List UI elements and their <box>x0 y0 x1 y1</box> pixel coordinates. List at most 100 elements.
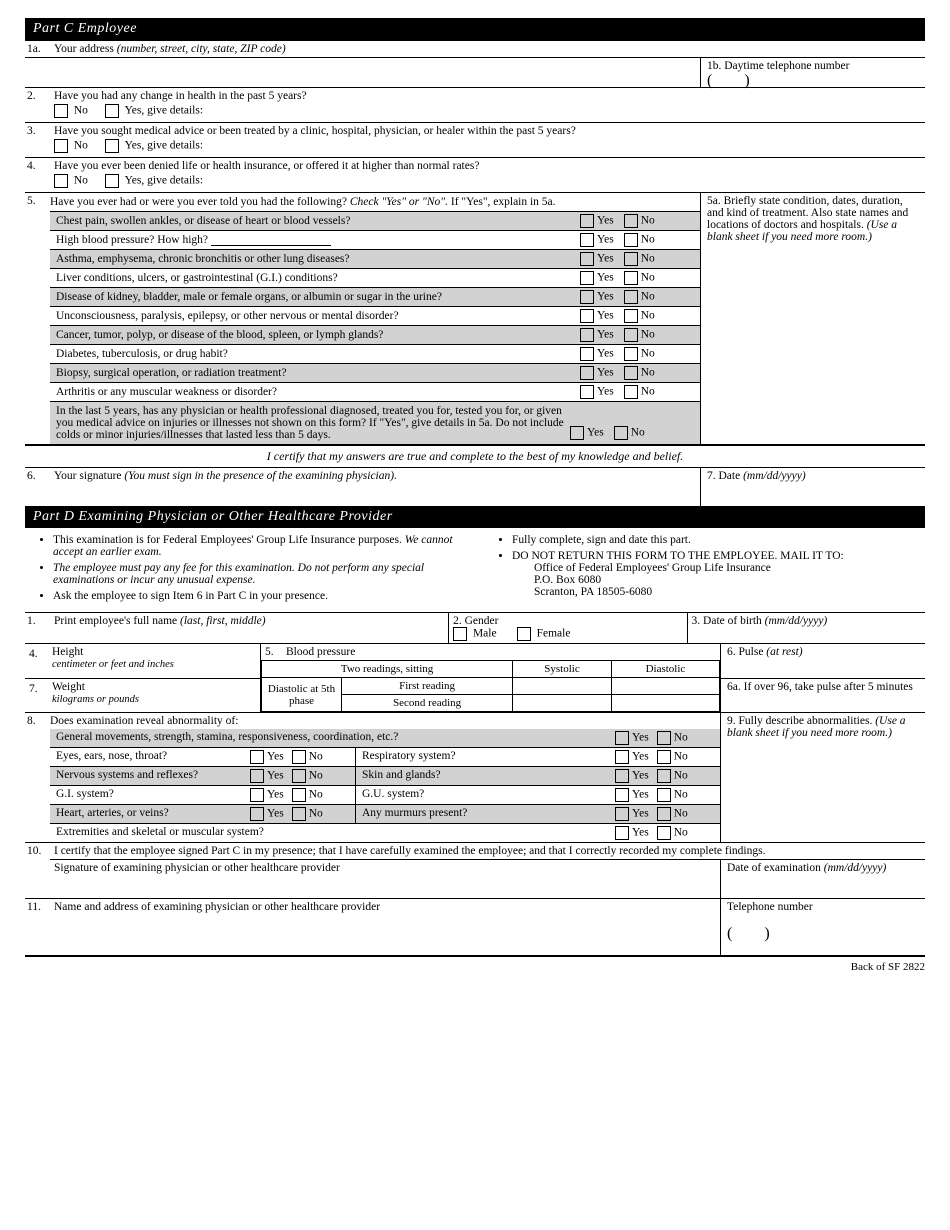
d6a-label: If over 96, take pulse after 5 minutes <box>744 681 913 693</box>
cond-0-no[interactable] <box>624 214 638 228</box>
exr2-no[interactable] <box>657 788 671 802</box>
cond-6-yes[interactable] <box>580 328 594 342</box>
d9-field[interactable]: 9. Fully describe abnormalities. (Use a … <box>720 713 925 842</box>
cond-8-yes[interactable] <box>580 366 594 380</box>
cond-1-text: High blood pressure? How high? <box>50 232 580 248</box>
cond-5-no[interactable] <box>624 309 638 323</box>
d5-num: 5. <box>261 644 286 660</box>
ex-r3: Any murmurs present? <box>355 805 615 823</box>
q3-yes-cb[interactable] <box>105 139 119 153</box>
ex-l3: G.I. system? <box>50 786 250 804</box>
exl2-yes[interactable] <box>250 769 264 783</box>
cond-4-no[interactable] <box>624 290 638 304</box>
exr3-no[interactable] <box>657 807 671 821</box>
cond-6-no[interactable] <box>624 328 638 342</box>
cond-8-text: Biopsy, surgical operation, or radiation… <box>50 365 580 381</box>
q1a-num: 1a. <box>25 41 50 57</box>
bp-di2[interactable] <box>611 695 719 712</box>
d2-f: Female <box>537 628 571 640</box>
exl2-no[interactable] <box>292 769 306 783</box>
d8-num: 8. <box>25 713 50 842</box>
exr1-no[interactable] <box>657 769 671 783</box>
cond-2-no[interactable] <box>624 252 638 266</box>
gender-female-cb[interactable] <box>517 627 531 641</box>
q3-no-cb[interactable] <box>54 139 68 153</box>
exl4-yes[interactable] <box>250 807 264 821</box>
cond-last-no[interactable] <box>614 426 628 440</box>
d11-tel-field[interactable]: Telephone number ( ) <box>720 899 925 955</box>
d9-num: 9. <box>727 715 736 727</box>
d2-m: Male <box>473 628 497 640</box>
exr1-yes[interactable] <box>615 769 629 783</box>
d11-field[interactable]: Name and address of examining physician … <box>50 899 720 955</box>
exl3-yes[interactable] <box>250 788 264 802</box>
cond-9-no[interactable] <box>624 385 638 399</box>
q6-field[interactable]: Your signature (You must sign in the pre… <box>50 468 700 506</box>
dl-2: Ask the employee to sign Item 6 in Part … <box>53 590 474 602</box>
exl1-no[interactable] <box>292 750 306 764</box>
bp-sy2[interactable] <box>513 695 612 712</box>
exl4-no[interactable] <box>292 807 306 821</box>
d1-hint: (last, first, middle) <box>180 615 266 627</box>
exl0-no[interactable] <box>657 731 671 745</box>
bp-sy1[interactable] <box>513 678 612 695</box>
q4-yes-cb[interactable] <box>105 174 119 188</box>
d4-field[interactable]: Height centimeter or feet and inches <box>52 646 174 676</box>
exl5-no[interactable] <box>657 826 671 840</box>
footer: Back of SF 2822 <box>25 957 925 973</box>
cond-7-no[interactable] <box>624 347 638 361</box>
d3-field[interactable]: 3. Date of birth (mm/dd/yyyy) <box>687 613 925 643</box>
d10-label: I certify that the employee signed Part … <box>50 843 925 859</box>
q4-label: Have you ever been denied life or health… <box>54 160 921 172</box>
d1-num: 1. <box>25 613 50 643</box>
d4-sub: centimeter or feet and inches <box>52 659 174 670</box>
ex-l0: General movements, strength, stamina, re… <box>50 729 615 747</box>
d3-hint: (mm/dd/yyyy) <box>765 615 828 627</box>
exl3-no[interactable] <box>292 788 306 802</box>
exr0-yes[interactable] <box>615 750 629 764</box>
bp-di1[interactable] <box>611 678 719 695</box>
cond-1-no[interactable] <box>624 233 638 247</box>
exr2-yes[interactable] <box>615 788 629 802</box>
q2-num: 2. <box>25 88 50 122</box>
exl1-yes[interactable] <box>250 750 264 764</box>
q1a-field[interactable] <box>25 58 700 87</box>
d6a-field[interactable]: 6a. If over 96, take pulse after 5 minut… <box>721 679 925 713</box>
cond-9-yes[interactable] <box>580 385 594 399</box>
d6-field[interactable]: 6. Pulse (at rest) <box>721 644 925 679</box>
dr-e: Scranton, PA 18505-6080 <box>534 586 915 598</box>
cond-8-no[interactable] <box>624 366 638 380</box>
q2-yes-cb[interactable] <box>105 104 119 118</box>
cond-3-yes[interactable] <box>580 271 594 285</box>
q7-field[interactable]: 7. Date (mm/dd/yyyy) <box>700 468 925 506</box>
q4-no-cb[interactable] <box>54 174 68 188</box>
cond-0-yes[interactable] <box>580 214 594 228</box>
cond-2-yes[interactable] <box>580 252 594 266</box>
d7-field[interactable]: Weight kilograms or pounds <box>52 681 139 711</box>
part-d-title: Part D Examining Physician or Other Heal… <box>25 506 925 528</box>
q2-label: Have you had any change in health in the… <box>54 90 921 102</box>
d1-field[interactable]: Print employee's full name (last, first,… <box>50 613 448 643</box>
dr-a: Fully complete, sign and date this part. <box>512 534 691 546</box>
q1a-label: Your address (number, street, city, stat… <box>50 41 925 57</box>
cond-1-yes[interactable] <box>580 233 594 247</box>
partd-right-bullets: Fully complete, sign and date this part.… <box>494 534 915 598</box>
exr0-no[interactable] <box>657 750 671 764</box>
cond-last-yes[interactable] <box>570 426 584 440</box>
ex-l2: Nervous systems and reflexes? <box>50 767 250 785</box>
d11-label: Name and address of examining physician … <box>54 901 380 913</box>
cond-3-no[interactable] <box>624 271 638 285</box>
cond-7-yes[interactable] <box>580 347 594 361</box>
exl0-yes[interactable] <box>615 731 629 745</box>
bp-r1: First reading <box>342 678 513 695</box>
d10-sig-field[interactable]: Signature of examining physician or othe… <box>50 859 720 898</box>
cond-5-yes[interactable] <box>580 309 594 323</box>
d3-label: Date of birth <box>703 615 765 627</box>
exl5-yes[interactable] <box>615 826 629 840</box>
d10-date-field[interactable]: Date of examination (mm/dd/yyyy) <box>720 859 925 898</box>
exr3-yes[interactable] <box>615 807 629 821</box>
gender-male-cb[interactable] <box>453 627 467 641</box>
cond-0-text: Chest pain, swollen ankles, or disease o… <box>50 213 580 229</box>
cond-4-yes[interactable] <box>580 290 594 304</box>
q2-no-cb[interactable] <box>54 104 68 118</box>
